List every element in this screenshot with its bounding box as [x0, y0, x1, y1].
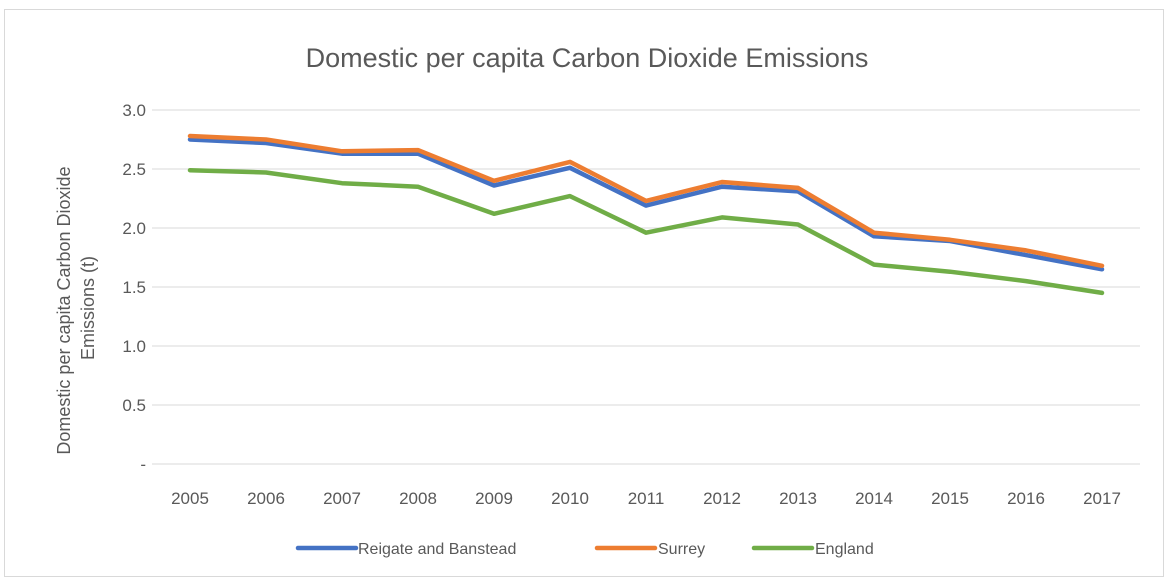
y-axis-title-line-2: Emissions (t): [78, 256, 98, 360]
legend: Reigate and Banstead Surrey England: [295, 541, 874, 558]
series-line-england: [187, 167, 1105, 296]
y-tick-label: 1.5: [122, 278, 146, 297]
y-tick-label: -: [140, 455, 146, 474]
x-tick-label: 2011: [628, 489, 665, 508]
gridlines: [152, 109, 1140, 465]
y-axis-title: Domestic per capita Carbon Dioxide Emiss…: [54, 161, 98, 454]
x-tick-label: 2005: [171, 489, 209, 508]
legend-item: Reigate and Banstead: [295, 541, 516, 558]
series-line-reigate-and-banstead: [187, 137, 1105, 272]
legend-item: Surrey: [594, 541, 705, 558]
chart-frame: [4, 9, 1164, 577]
x-axis-ticks: 2005 2006 2007 2008 2009 2010 2011 2012 2013 2014…: [171, 489, 1121, 508]
y-axis-ticks: - 0.5 1.0 1.5 2.0 2.5 3.0: [122, 101, 146, 474]
x-tick-label: 2017: [1083, 489, 1121, 508]
y-tick-label: 3.0: [122, 101, 146, 120]
legend-label: Reigate and Banstead: [358, 541, 516, 558]
legend-item: England: [751, 541, 874, 558]
x-tick-label: 2008: [399, 489, 437, 508]
y-tick-label: 0.5: [122, 396, 146, 415]
x-tick-label: 2007: [323, 489, 361, 508]
y-axis-title-line-1: Domestic per capita Carbon Dioxide: [54, 166, 74, 454]
x-tick-label: 2009: [475, 489, 513, 508]
y-tick-label: 2.5: [122, 160, 146, 179]
chart-title: Domestic per capita Carbon Dioxide Emiss…: [306, 43, 869, 73]
x-tick-label: 2012: [703, 489, 741, 508]
x-tick-label: 2006: [247, 489, 285, 508]
x-tick-label: 2014: [855, 489, 893, 508]
y-tick-label: 1.0: [122, 337, 146, 356]
x-tick-label: 2016: [1007, 489, 1045, 508]
x-tick-label: 2015: [931, 489, 969, 508]
series-line-surrey: [187, 133, 1105, 269]
y-tick-label: 2.0: [122, 219, 146, 238]
legend-label: Surrey: [658, 541, 705, 558]
x-tick-label: 2013: [779, 489, 817, 508]
legend-label: England: [815, 541, 874, 558]
series-lines: [187, 133, 1105, 296]
x-tick-label: 2010: [551, 489, 589, 508]
